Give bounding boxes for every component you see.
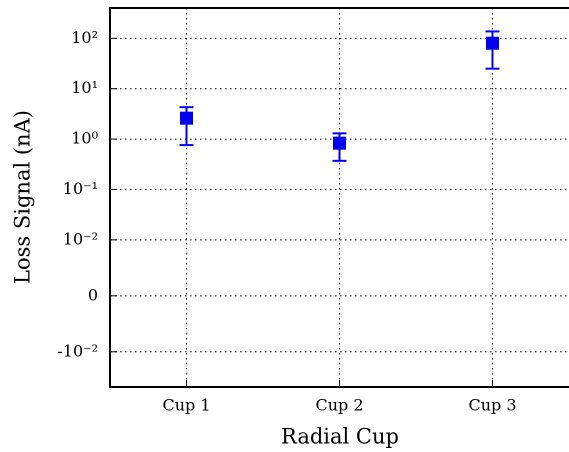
y-axis-label: Loss Signal (nA) (11, 110, 35, 284)
x-tick-label: Cup 3 (468, 396, 516, 415)
y-tick-label: 10⁻² (63, 229, 98, 248)
y-tick-label: 0 (88, 285, 98, 304)
marker (180, 111, 193, 125)
axes-frame (109, 7, 569, 388)
x-tick-label: Cup 1 (162, 396, 210, 415)
x-tick-label: Cup 2 (315, 396, 363, 415)
y-tick-label: -10⁻² (57, 341, 98, 360)
y-tick-label: 10¹ (71, 78, 98, 97)
x-axis-label: Radial Cup (281, 425, 399, 449)
y-tick-label: 10² (71, 28, 98, 47)
marker (486, 36, 499, 50)
marker (333, 136, 346, 150)
y-tick-label: 10⁰ (71, 129, 98, 148)
y-tick-label: 10⁻¹ (63, 179, 98, 198)
